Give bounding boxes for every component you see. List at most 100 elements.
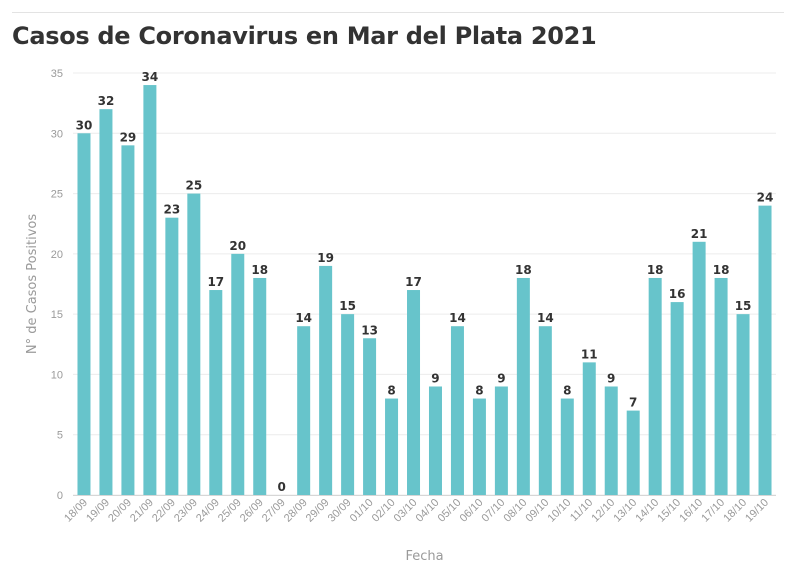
- data-label: 17: [405, 275, 422, 289]
- x-tick-label: 15/10: [655, 497, 683, 525]
- bars: [77, 85, 772, 496]
- data-label: 14: [295, 311, 312, 325]
- x-tick-label: 09/10: [523, 497, 551, 525]
- x-tick-label: 18/09: [62, 497, 90, 525]
- bar: [714, 277, 728, 495]
- bar: [297, 326, 311, 495]
- x-tick-label: 01/10: [348, 497, 376, 525]
- y-tick-label: 35: [51, 68, 63, 80]
- bar: [692, 241, 706, 495]
- x-tick-label: 08/10: [502, 497, 530, 525]
- data-label: 34: [142, 70, 159, 84]
- data-label: 30: [76, 118, 93, 132]
- data-label: 19: [317, 251, 334, 265]
- x-tick-label: 07/10: [480, 497, 508, 525]
- bar: [319, 265, 333, 495]
- y-tick-label: 20: [51, 249, 63, 261]
- bar: [143, 85, 157, 496]
- y-axis-title: N° de Casos Positivos: [25, 214, 40, 354]
- bar: [385, 398, 399, 495]
- data-label: 18: [515, 263, 532, 277]
- data-label: 20: [229, 239, 246, 253]
- x-tick-label: 16/10: [677, 497, 705, 525]
- bar: [560, 398, 574, 495]
- data-label: 21: [691, 227, 708, 241]
- data-label: 9: [607, 371, 615, 385]
- data-label: 23: [164, 203, 181, 217]
- data-label: 9: [431, 371, 439, 385]
- bar: [231, 253, 245, 495]
- top-divider: [12, 12, 784, 13]
- data-label: 25: [185, 179, 202, 193]
- bar: [363, 338, 377, 495]
- bar: [253, 277, 267, 495]
- bar: [670, 302, 684, 495]
- bar: [648, 277, 662, 495]
- x-tick-label: 24/09: [194, 497, 222, 525]
- data-label: 9: [497, 371, 505, 385]
- data-label: 17: [207, 275, 224, 289]
- x-tick-label: 19/09: [84, 497, 112, 525]
- x-tick-label: 04/10: [414, 497, 442, 525]
- x-tick-label: 27/09: [260, 497, 288, 525]
- bar: [428, 386, 442, 495]
- x-tick-label: 30/09: [326, 497, 354, 525]
- data-label: 8: [563, 384, 571, 398]
- data-label: 18: [251, 263, 268, 277]
- bar: [187, 193, 201, 496]
- bar: [472, 398, 486, 495]
- bar: [121, 145, 135, 496]
- x-tick-label: 19/10: [743, 497, 771, 525]
- x-tick-label: 17/10: [699, 497, 727, 525]
- gridlines: [73, 72, 776, 496]
- x-tick-label: 05/10: [436, 497, 464, 525]
- x-tick-label: 03/10: [392, 497, 420, 525]
- x-tick-label: 10/10: [545, 497, 573, 525]
- data-label: 8: [475, 384, 483, 398]
- y-tick-label: 10: [51, 369, 63, 381]
- x-tick-label: 06/10: [458, 497, 486, 525]
- x-tick-label: 25/09: [216, 497, 244, 525]
- bar: [516, 277, 530, 495]
- data-label: 15: [339, 299, 356, 313]
- y-axis-ticks: 0 5 10 15 20 25 30 35: [51, 68, 63, 502]
- bar: [77, 133, 91, 496]
- x-tick-label: 23/09: [172, 497, 200, 525]
- data-label: 13: [361, 323, 378, 337]
- x-tick-label: 12/10: [589, 497, 617, 525]
- data-label: 14: [537, 311, 554, 325]
- bar: [582, 362, 596, 495]
- data-label: 16: [669, 287, 686, 301]
- bar: [604, 386, 618, 495]
- bar: [494, 386, 508, 495]
- bar: [165, 217, 179, 495]
- data-label: 7: [629, 396, 637, 410]
- bar: [407, 290, 421, 495]
- bar: [736, 314, 750, 495]
- data-label: 32: [98, 94, 115, 108]
- x-tick-label: 13/10: [611, 497, 639, 525]
- x-tick-label: 22/09: [150, 497, 178, 525]
- bar: [626, 410, 640, 495]
- y-tick-label: 30: [51, 128, 63, 140]
- bar: [209, 290, 223, 495]
- bar: [99, 109, 113, 496]
- y-tick-label: 25: [51, 189, 63, 201]
- chart-title: Casos de Coronavirus en Mar del Plata 20…: [12, 22, 597, 50]
- x-axis-title: Fecha: [405, 549, 443, 564]
- x-tick-label: 21/09: [128, 497, 156, 525]
- bar: [538, 326, 552, 495]
- y-tick-label: 5: [57, 430, 63, 442]
- data-labels: 3032293423251720180141915138179148918148…: [76, 70, 774, 494]
- y-tick-label: 15: [51, 309, 63, 321]
- x-tick-label: 18/10: [721, 497, 749, 525]
- data-label: 24: [757, 191, 774, 205]
- x-tick-label: 28/09: [282, 497, 310, 525]
- x-axis-ticks: 18/0919/0920/0921/0922/0923/0924/0925/09…: [62, 497, 771, 525]
- bar: [450, 326, 464, 495]
- data-label: 0: [278, 480, 286, 494]
- data-label: 18: [647, 263, 664, 277]
- data-label: 8: [387, 384, 395, 398]
- x-tick-label: 26/09: [238, 497, 266, 525]
